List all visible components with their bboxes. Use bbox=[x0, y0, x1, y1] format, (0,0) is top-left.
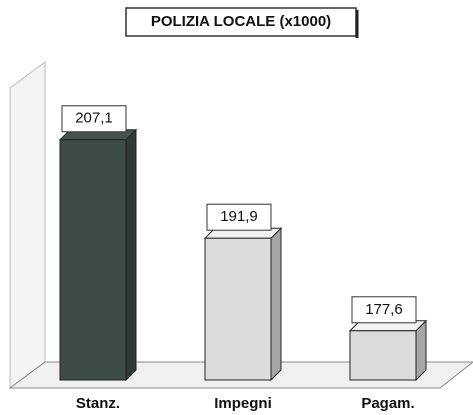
value-label-box bbox=[61, 105, 127, 133]
title-box bbox=[125, 7, 357, 37]
bar-side bbox=[270, 226, 282, 382]
x-tick-label: Pagam. bbox=[361, 395, 414, 412]
side-wall bbox=[9, 61, 46, 389]
bar-side bbox=[125, 128, 137, 382]
x-tick-label: Impegni bbox=[214, 395, 272, 412]
value-label-box bbox=[206, 203, 272, 231]
value-label: 207,1 bbox=[75, 110, 113, 127]
x-tick-label: Stanz. bbox=[76, 395, 120, 412]
value-label: 177,6 bbox=[365, 301, 403, 318]
bar bbox=[204, 237, 272, 381]
value-label-box bbox=[351, 296, 417, 324]
value-label: 191,9 bbox=[220, 208, 258, 225]
chart-title: POLIZIA LOCALE (x1000) bbox=[151, 13, 331, 30]
bar bbox=[59, 139, 127, 381]
bar bbox=[349, 330, 417, 381]
